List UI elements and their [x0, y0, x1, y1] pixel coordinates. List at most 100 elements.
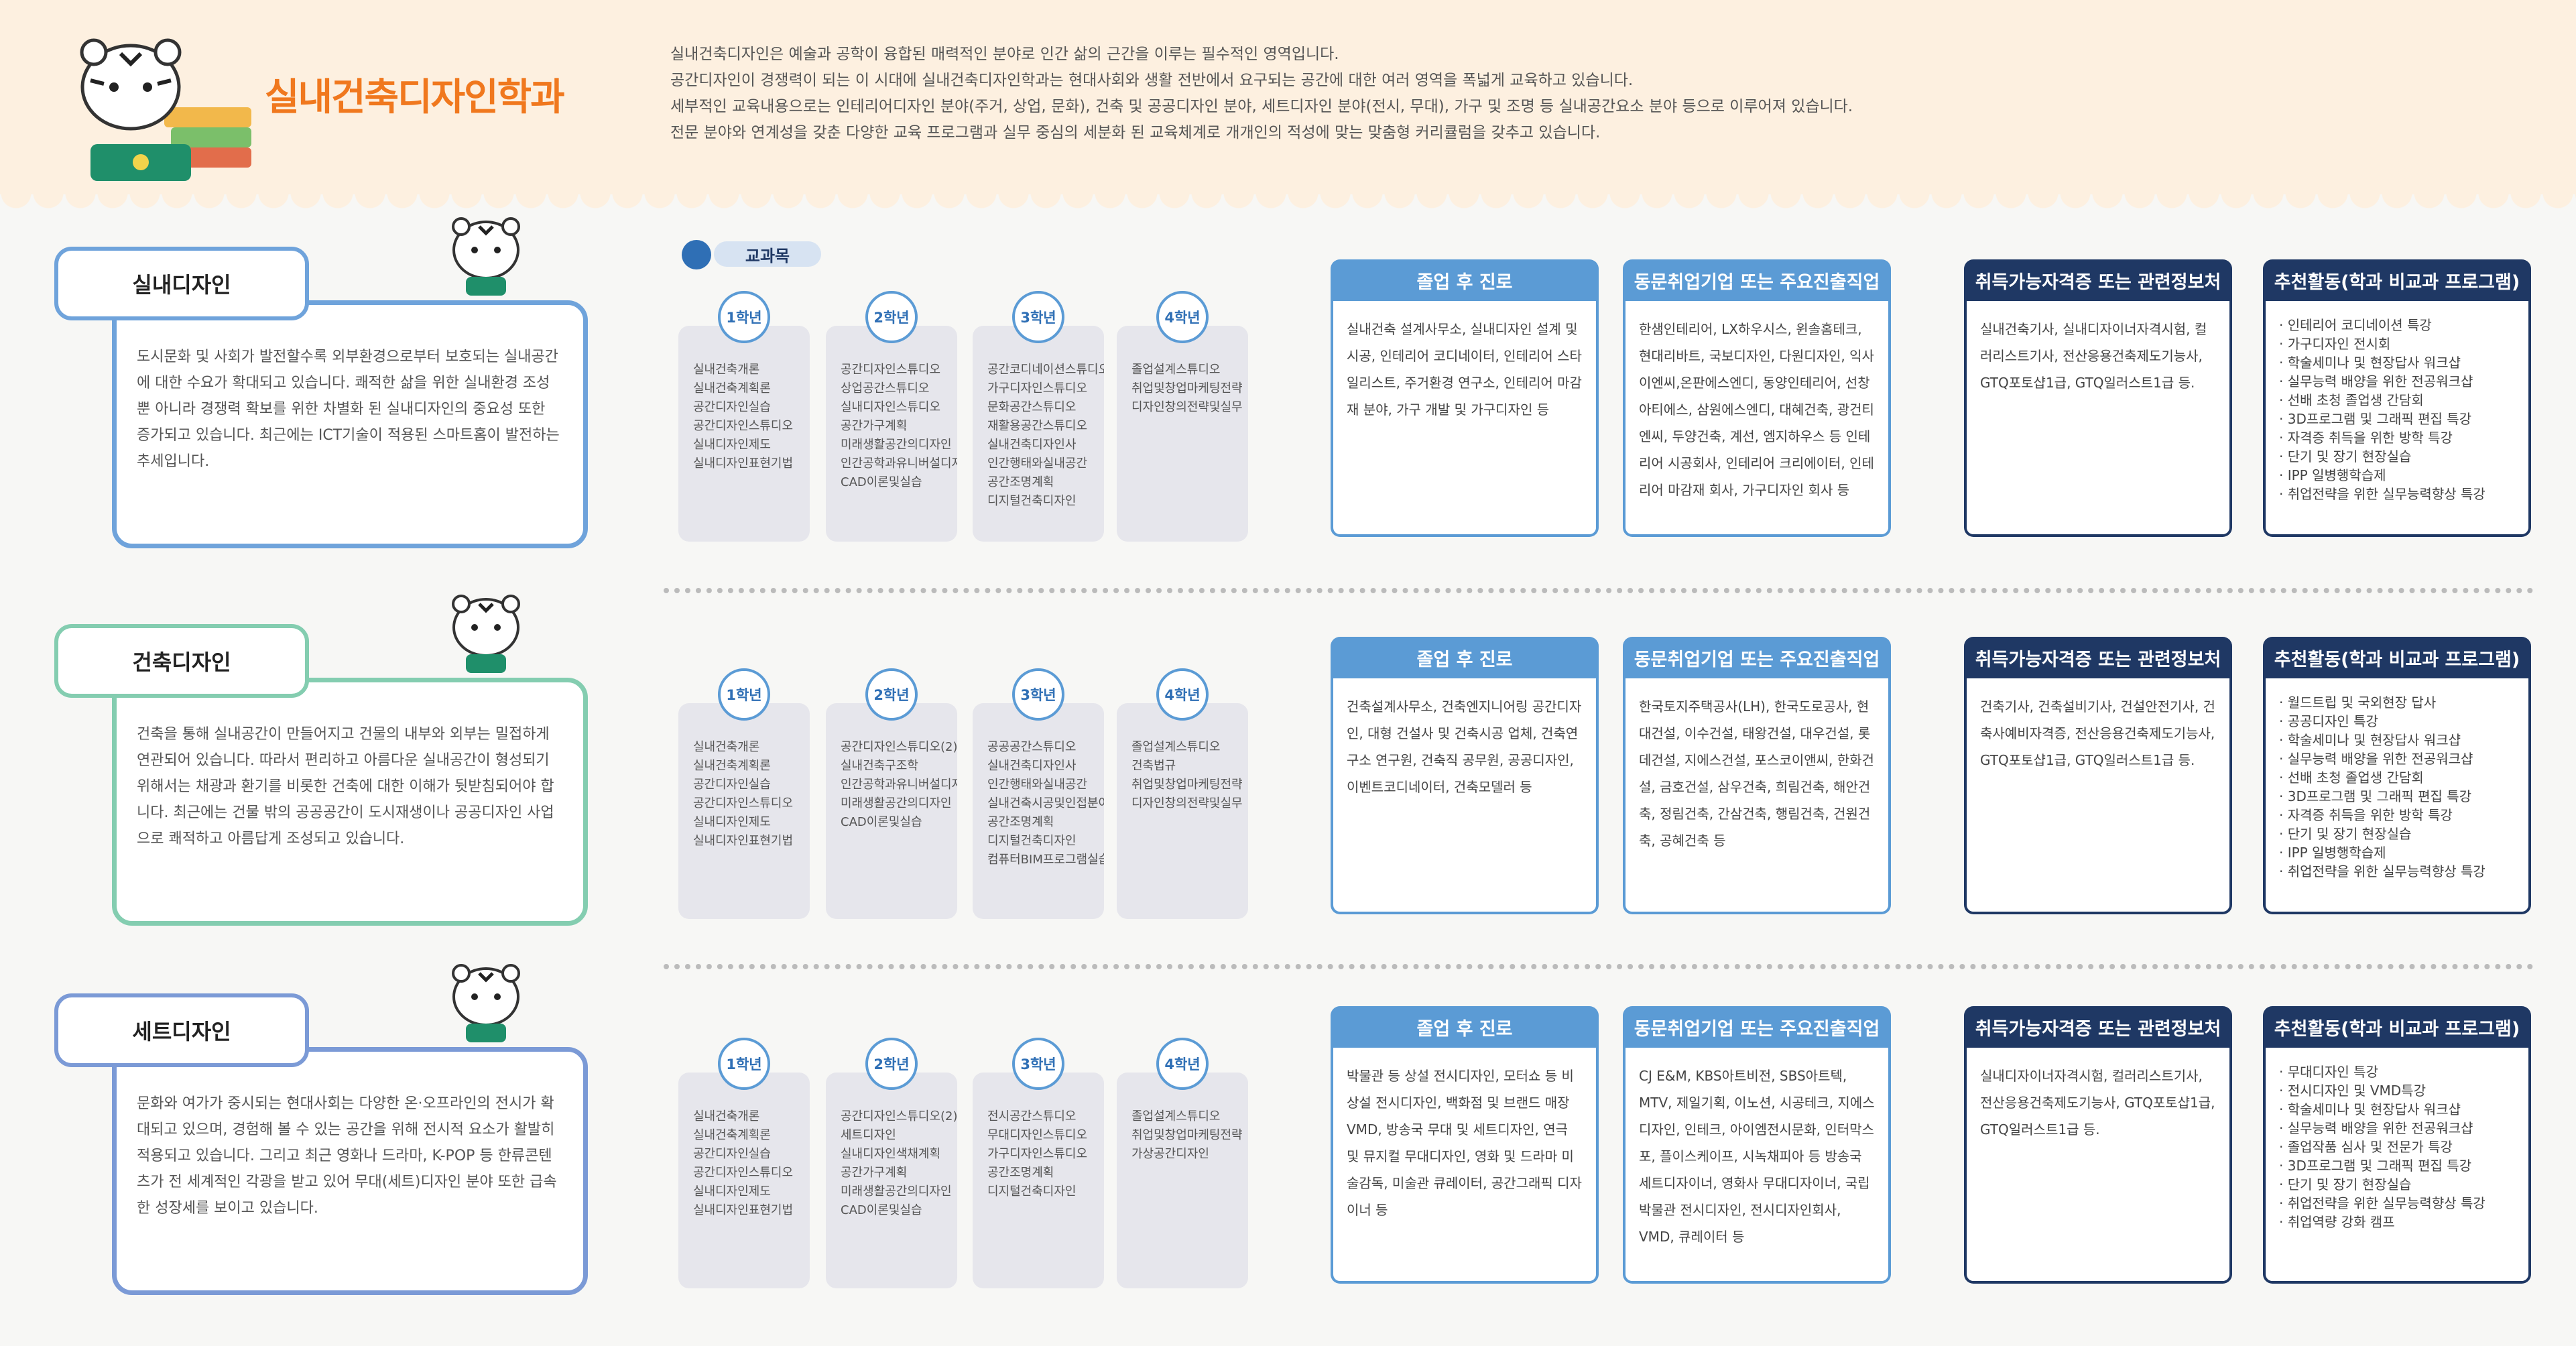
activity: 3D프로그램 및 그래픽 편집 특강 [2279, 410, 2515, 428]
description-box: 문화와 여가가 중시되는 현대사회는 다양한 온·오프라인의 전시가 확대되고 … [112, 1047, 588, 1295]
course: 가구디자인스튜디오 [987, 381, 1088, 395]
course: 졸업설계스튜디오 [1131, 363, 1221, 377]
course: 실내건축개론 [693, 1109, 760, 1123]
course: 실내디자인표현기법 [693, 1203, 794, 1217]
course: 건축법규 [1131, 759, 1176, 773]
activity: 무대디자인 특강 [2279, 1062, 2515, 1081]
activity: 취업역량 강화 캠프 [2279, 1213, 2515, 1231]
separator [664, 964, 2534, 969]
box-header: 추천활동(학과 비교과 프로그램) [2263, 1006, 2531, 1048]
course: 공간디자인스튜디오 [693, 796, 794, 810]
box-body: 무대디자인 특강전시디자인 및 VMD특강학술세미나 및 현장답사 워크샵실무능… [2263, 1048, 2531, 1284]
activity: 취업전략을 위한 실무능력향상 특강 [2279, 862, 2515, 881]
course: 실내디자인스튜디오 [841, 400, 941, 414]
year-label: 2학년 [865, 291, 918, 343]
course: 공간디자인스튜디오 [841, 363, 941, 377]
course: 실내건축계획론 [693, 1128, 771, 1142]
box-body: 건축설계사무소, 건축엔지니어링 공간디자인, 대형 건설사 및 건축시공 업체… [1331, 678, 1599, 914]
year-label: 3학년 [1012, 668, 1064, 721]
course: 실내디자인표현기법 [693, 456, 794, 471]
course: 실내건축구조학 [841, 759, 918, 773]
box-body: 월드트립 및 국외현장 답사공공디자인 특강학술세미나 및 현장답사 워크샵실무… [2263, 678, 2531, 914]
course-column: 졸업설계스튜디오 취업및창업마케팅전략 가상공간디자인 [1117, 1073, 1248, 1288]
course: 인간행태와실내공간 [987, 456, 1088, 471]
course: 취업및창업마케팅전략 [1131, 381, 1243, 395]
year-label: 2학년 [865, 1038, 918, 1090]
course: 인간공학과유니버설디자인 [841, 456, 957, 471]
course: 실내건축계획론 [693, 381, 771, 395]
course: 재활용공간스튜디오 [987, 419, 1088, 433]
course-column: 졸업설계스튜디오 취업및창업마케팅전략 디자인창의전략및실무 [1117, 326, 1248, 542]
activity: 단기 및 장기 현장실습 [2279, 447, 2515, 466]
tag-icon [682, 240, 711, 269]
activity: 월드트립 및 국외현장 답사 [2279, 693, 2515, 712]
course: 미래생활공간의디자인 [841, 1184, 952, 1199]
course: 취업및창업마케팅전략 [1131, 778, 1243, 792]
course: 공간조명계획 [987, 815, 1054, 829]
course: 인간행태와실내공간 [987, 778, 1088, 792]
mascot [452, 217, 520, 296]
activity: 학술세미나 및 현장답사 워크샵 [2279, 731, 2515, 749]
course: 공간디자인스튜디오(2) [841, 1109, 957, 1123]
course: 공간조명계획 [987, 1166, 1054, 1180]
course: 실내디자인표현기법 [693, 834, 794, 848]
course: 공간디자인실습 [693, 1147, 771, 1161]
course: 공공공간스튜디오 [987, 740, 1077, 754]
course: 공간디자인실습 [693, 778, 771, 792]
mascot [80, 38, 251, 181]
activity: 자격증 취득을 위한 방학 특강 [2279, 428, 2515, 447]
course: 세트디자인 [841, 1128, 896, 1142]
activity: 학술세미나 및 현장답사 워크샵 [2279, 1100, 2515, 1119]
course: 공간디자인스튜디오 [693, 419, 794, 433]
course: 실내디자인제도 [693, 815, 771, 829]
activity: IPP 일병행학습제 [2279, 843, 2515, 862]
course: 디자인창의전략및실무 [1131, 796, 1243, 810]
intro-line: 공간디자인이 경쟁력이 되는 이 시대에 실내건축디자인학과는 현대사회와 생활… [670, 72, 1634, 89]
year-label: 1학년 [718, 291, 770, 343]
course-column: 공공공간스튜디오 실내건축디자인사 인간행태와실내공간 실내건축시공및인접분야 공간조명… [973, 703, 1104, 919]
course: 공간디자인스튜디오(2) [841, 740, 957, 754]
course-column: 실내건축개론 실내건축계획론 공간디자인실습 공간디자인스튜디오 실내디자인제도 실내디자… [678, 1073, 810, 1288]
course: 공간디자인스튜디오 [693, 1166, 794, 1180]
course: 인간공학과유니버설디자인 [841, 778, 957, 792]
activity: 실무능력 배양을 위한 전공워크샵 [2279, 372, 2515, 391]
description-box: 건축을 통해 실내공간이 만들어지고 건물의 내부와 외부는 밀접하게 연관되어… [112, 678, 588, 926]
year-label: 4학년 [1156, 668, 1209, 721]
box-body: 박물관 등 상설 전시디자인, 모터쇼 등 비상설 전시디자인, 백화점 및 브… [1331, 1048, 1599, 1284]
box-header: 취득가능자격증 또는 관련정보처 [1964, 259, 2232, 301]
box-body: 실내건축기사, 실내디자이너자격시험, 컬러리스트기사, 전산응용건축제도기능사… [1964, 301, 2232, 537]
year-label: 1학년 [718, 668, 770, 721]
box-header: 추천활동(학과 비교과 프로그램) [2263, 259, 2531, 301]
box-header: 동문취업기업 또는 주요진출직업 [1623, 1006, 1891, 1048]
activity: 단기 및 장기 현장실습 [2279, 824, 2515, 843]
mascot [452, 964, 520, 1042]
track-tab: 실내디자인 [54, 247, 309, 320]
course: 미래생활공간의디자인 [841, 796, 952, 810]
course-column: 실내건축개론 실내건축계획론 공간디자인실습 공간디자인스튜디오 실내디자인제도 실내디자… [678, 703, 810, 919]
header-wave [0, 193, 2576, 210]
course: 실내건축개론 [693, 363, 760, 377]
activity: 학술세미나 및 현장답사 워크샵 [2279, 353, 2515, 372]
year-label: 4학년 [1156, 291, 1209, 343]
year-label: 2학년 [865, 668, 918, 721]
box-body: 실내건축 설계사무소, 실내디자인 설계 및 시공, 인테리어 코디네이터, 인… [1331, 301, 1599, 537]
course: 공간가구계획 [841, 419, 908, 433]
intro: 실내건축디자인은 예술과 공학이 융합된 매력적인 분야로 인간 삶의 근간을 … [670, 42, 1853, 146]
course: 공간코디네이션스튜디오 [987, 363, 1104, 377]
box-body: CJ E&M, KBS아트비전, SBS아트텍, MTV, 제일기획, 이노션,… [1623, 1048, 1891, 1284]
year-label: 3학년 [1012, 1038, 1064, 1090]
course: 실내디자인제도 [693, 438, 771, 452]
box-header: 추천활동(학과 비교과 프로그램) [2263, 637, 2531, 678]
course: 졸업설계스튜디오 [1131, 1109, 1221, 1123]
activity: 전시디자인 및 VMD특강 [2279, 1081, 2515, 1100]
course-column: 공간디자인스튜디오 상업공간스튜디오 실내디자인스튜디오 공간가구계획 미래생활공간의디… [826, 326, 957, 542]
activity: 가구디자인 전시회 [2279, 334, 2515, 353]
course: 디지털건축디자인 [987, 1184, 1077, 1199]
intro-line: 세부적인 교육내용으로는 인테리어디자인 분야(주거, 상업, 문화), 건축 … [670, 98, 1853, 115]
course: 가상공간디자인 [1131, 1147, 1209, 1161]
course: 공간디자인실습 [693, 400, 771, 414]
course: 실내건축디자인사 [987, 759, 1077, 773]
box-header: 동문취업기업 또는 주요진출직업 [1623, 259, 1891, 301]
